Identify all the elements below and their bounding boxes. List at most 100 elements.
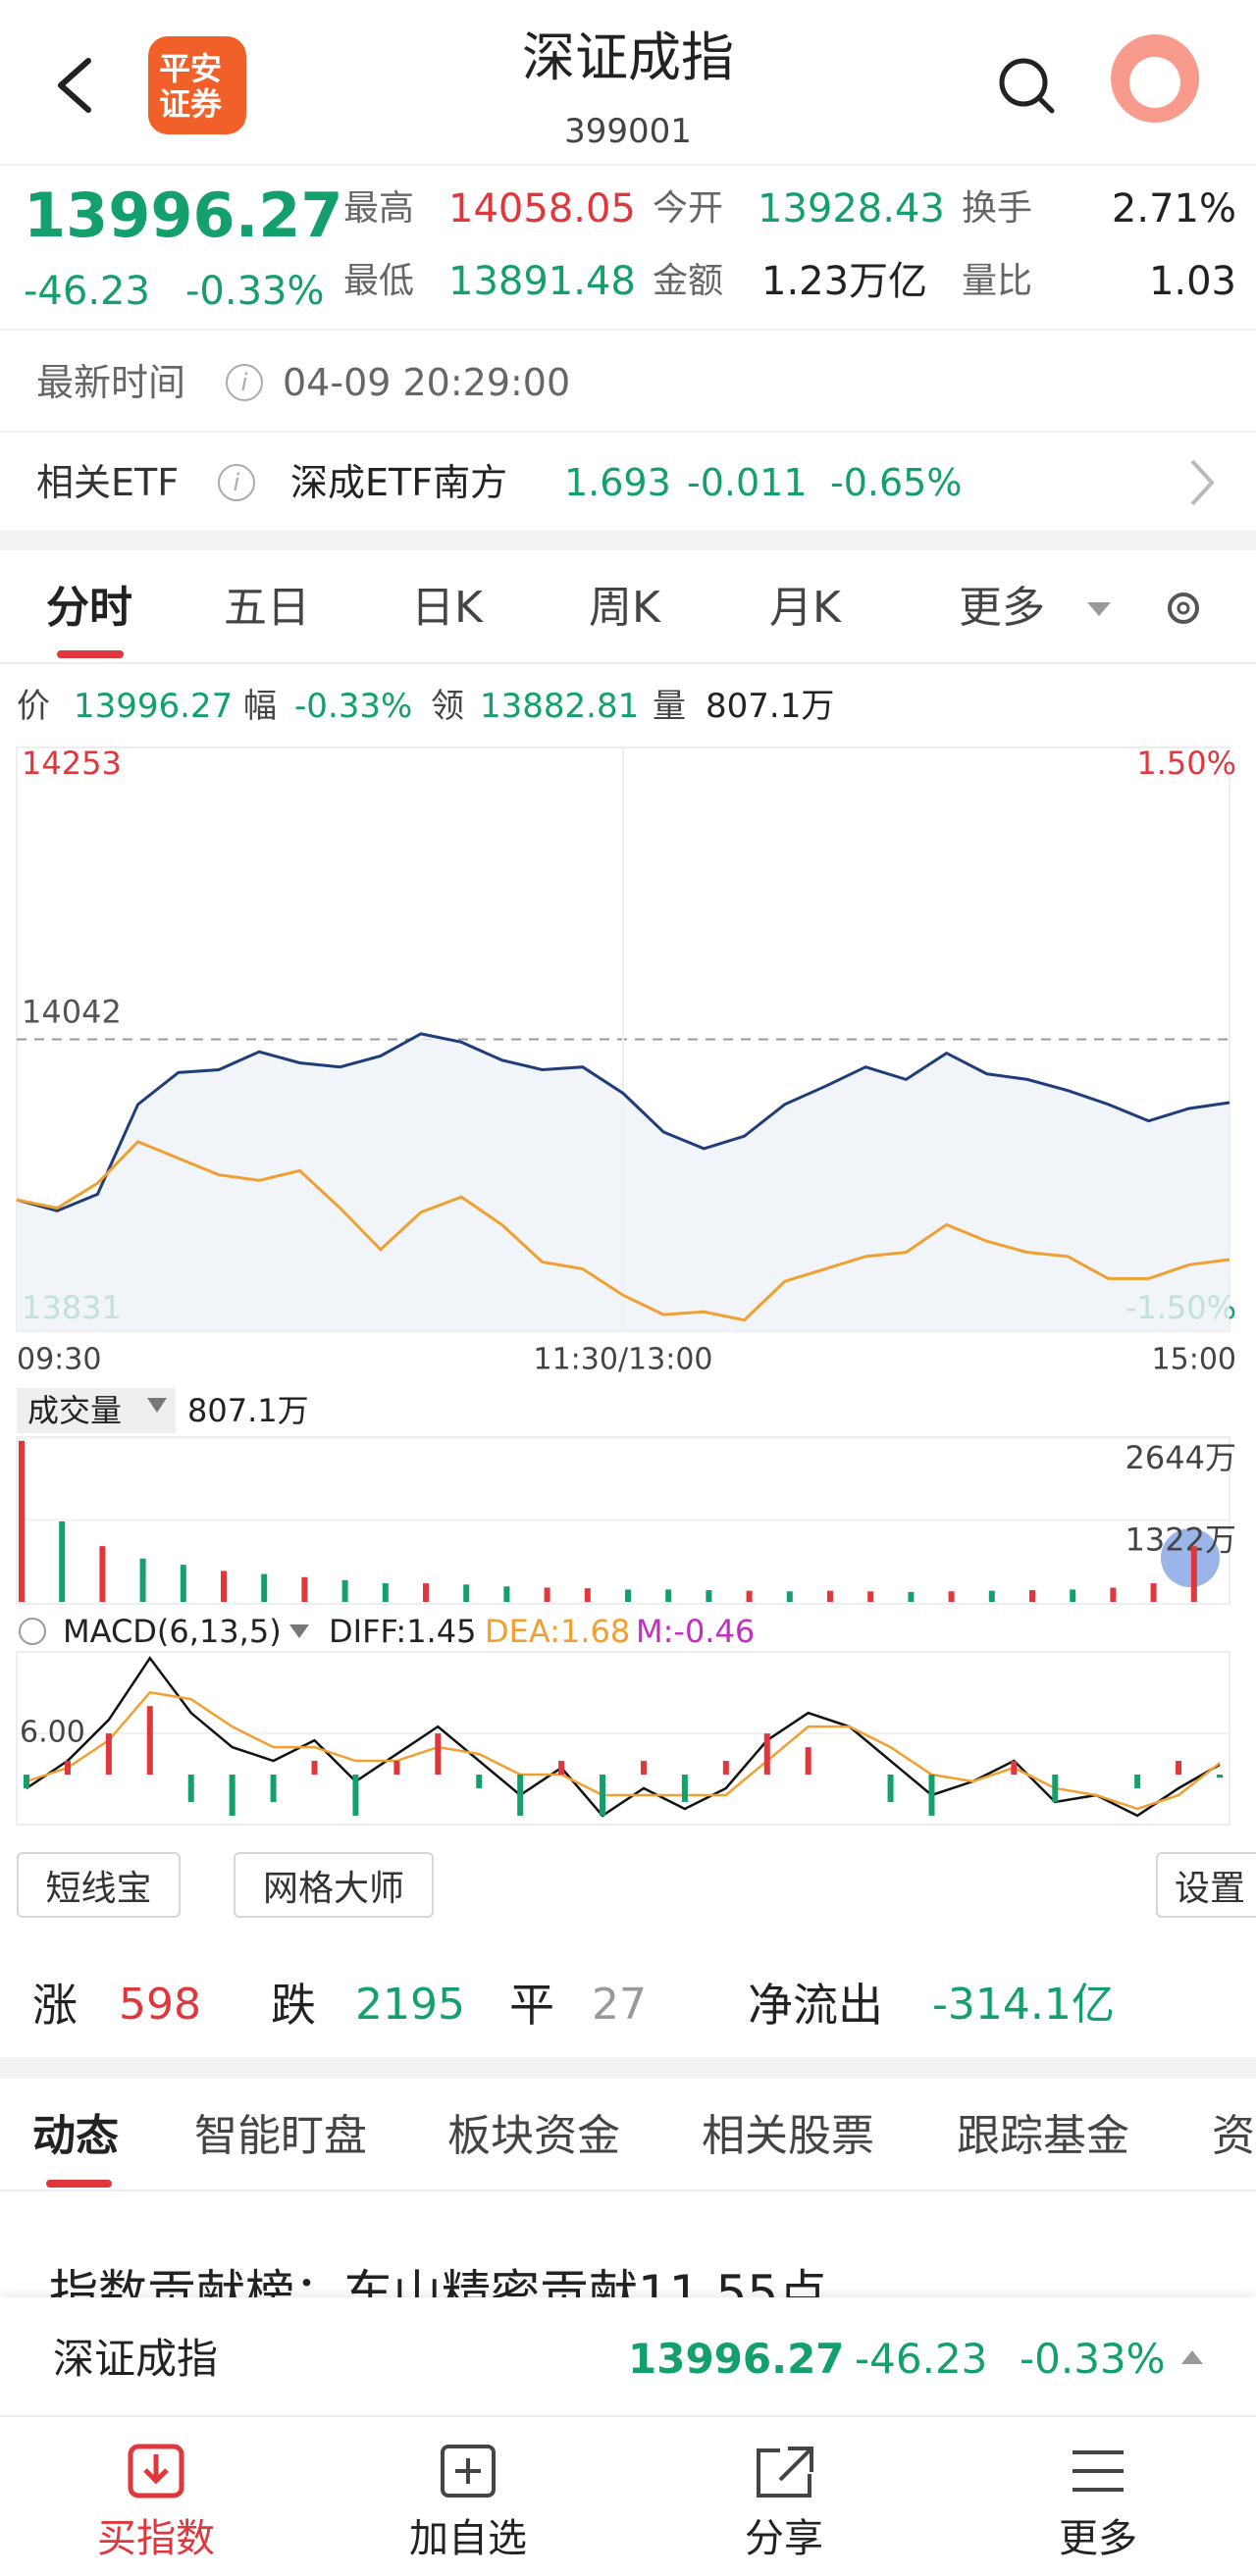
volume-bar (59, 1520, 66, 1602)
etf-change: -0.011 (687, 461, 808, 504)
time-value: 04-09 20:29:00 (283, 361, 571, 404)
macd-bar (270, 1775, 277, 1802)
info-label: 领 (431, 687, 464, 726)
stat-label: 量比 (962, 261, 1033, 301)
legend-entry: DIFF:1.45 (329, 1613, 477, 1650)
macd-bar (887, 1775, 894, 1802)
bar-change: -46.23 (855, 2335, 988, 2383)
volume-value: 807.1万 (187, 1392, 309, 1429)
tab[interactable]: 周K (589, 583, 660, 633)
info-value: 13882.81 (480, 687, 640, 726)
macd-line (26, 1656, 1221, 1818)
tab[interactable]: 月K (769, 583, 841, 633)
stat-label: 金额 (653, 261, 724, 301)
volume-bar (301, 1576, 308, 1602)
stat-value: 13928.43 (758, 186, 945, 232)
news-tab[interactable]: 智能盯盘 (194, 2111, 367, 2161)
logo (148, 36, 246, 134)
volume-bar (867, 1591, 874, 1602)
macd-bar (805, 1747, 811, 1776)
sticky-bar[interactable] (0, 2297, 1256, 2415)
code: 399001 (564, 112, 692, 151)
chevron[interactable] (1182, 453, 1222, 512)
news-tab[interactable]: 跟踪基金 (957, 2111, 1129, 2161)
etf-label: 相关ETF (36, 461, 180, 504)
stat-value: 13891.48 (448, 259, 636, 304)
volume-bar (221, 1571, 227, 1602)
search-handle (1036, 95, 1055, 114)
macd-bar (722, 1761, 729, 1776)
y-tick-label: 6.00 (20, 1716, 85, 1750)
volume-bar (786, 1591, 793, 1602)
x-tick-label: 15:00 (1152, 1343, 1236, 1377)
info-icon[interactable]: i (226, 364, 263, 401)
toolbar-button[interactable]: 买指数 (97, 2516, 215, 2561)
volume-bar (19, 1440, 25, 1602)
macd-bar (1217, 1775, 1223, 1778)
volume-bar (1190, 1546, 1197, 1602)
breadth-value: 598 (119, 1980, 201, 2030)
button[interactable]: 设置 (1156, 1852, 1256, 1918)
volume-selector[interactable] (17, 1388, 176, 1433)
volume-bar (584, 1588, 591, 1602)
volume-bar (665, 1589, 672, 1602)
news-tab[interactable]: 板块资金 (447, 2111, 620, 2161)
tab-indicator (46, 2180, 112, 2188)
info-label: 价 (17, 687, 50, 726)
volume-bar (625, 1589, 631, 1602)
toolbar-button[interactable]: 分享 (745, 2516, 823, 2561)
tab-icons (1087, 592, 1199, 624)
stat-label: 换手 (962, 188, 1033, 229)
tab[interactable]: 日K (411, 583, 483, 633)
toolbar-button[interactable]: 加自选 (409, 2516, 527, 2561)
volume-bar (463, 1584, 470, 1602)
macd-title[interactable]: MACD(6,13,5) (63, 1613, 282, 1650)
breadth-label: 净流出 (748, 1979, 883, 2032)
time-label: 最新时间 (36, 361, 186, 404)
tab[interactable]: 五日 (224, 583, 310, 633)
search-button[interactable] (999, 58, 1048, 107)
series-line (16, 1140, 1230, 1322)
etf-name[interactable]: 深成ETF南方 (290, 461, 508, 504)
volume-bar (544, 1587, 550, 1602)
info-icon[interactable]: i (218, 464, 255, 501)
series-line (16, 1032, 1230, 1212)
macd-bar (105, 1733, 112, 1776)
macd-bar (640, 1761, 647, 1776)
price-area (17, 1033, 1230, 1331)
info-value: 13996.27 (74, 687, 234, 726)
back-button[interactable] (58, 58, 91, 113)
volume-bar (139, 1558, 146, 1602)
breadth-value: 2195 (355, 1980, 465, 2030)
info-label: 量 (653, 687, 686, 726)
stat-value: 14058.05 (448, 186, 636, 232)
news-tab[interactable]: 资 (1212, 2111, 1255, 2161)
volume-bar (1029, 1589, 1035, 1602)
volume-bar (1070, 1589, 1076, 1602)
button[interactable]: 网格大师 (234, 1852, 434, 1918)
logo-text: 平安 (159, 50, 223, 87)
stat-label: 今开 (653, 188, 724, 229)
macd-bar (517, 1775, 524, 1816)
bar-pct: -0.33% (1020, 2335, 1166, 2383)
volume-bar (706, 1589, 712, 1602)
macd-bar (229, 1775, 236, 1816)
x-tick-label: 09:30 (17, 1343, 101, 1377)
expand-arrow[interactable] (1178, 2344, 1207, 2368)
volume-bar (423, 1583, 429, 1602)
change: -46.23 (24, 269, 150, 314)
toolbar-button[interactable]: 更多 (1059, 2516, 1137, 2561)
info-label: 幅 (243, 687, 277, 726)
macd-bar (1052, 1775, 1059, 1802)
charts: 138311404214253-1.50%1.50%09:3011:30/13:… (16, 745, 1236, 1826)
tab[interactable]: 更多 (959, 583, 1045, 633)
volume-bar (746, 1590, 753, 1602)
news-tab[interactable]: 动态 (32, 2111, 119, 2161)
button[interactable]: 短线宝 (17, 1852, 181, 1918)
volume-bar (341, 1579, 348, 1602)
tab[interactable]: 分时 (46, 583, 132, 633)
stat-label: 最高 (343, 188, 415, 229)
y-tick-label: 1322万 (1125, 1521, 1236, 1559)
news-tab[interactable]: 相关股票 (702, 2111, 874, 2161)
